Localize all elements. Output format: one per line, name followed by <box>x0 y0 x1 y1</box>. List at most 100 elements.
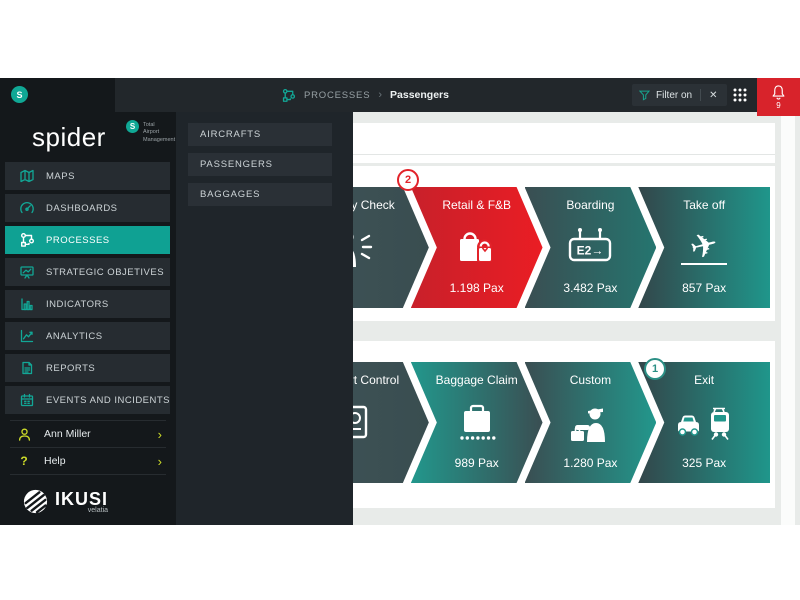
gate-sign-text: E2→ <box>577 243 604 257</box>
sidebar-item-label: DASHBOARDS <box>46 202 118 214</box>
process-step-label: Boarding <box>566 198 615 212</box>
sidebar-item-label: REPORTS <box>46 362 96 374</box>
document-icon <box>18 360 35 377</box>
toolbar-divider <box>188 154 775 155</box>
brand-subname: velatia <box>87 506 109 514</box>
filter-divider <box>700 89 702 101</box>
process-step-pax: 1.198 Pax <box>449 281 504 295</box>
sidebar-item-strategic-objectives[interactable]: STRATEGIC OBJETIVES <box>5 258 170 286</box>
sidebar-item-label: STRATEGIC OBJETIVES <box>46 266 165 278</box>
bar-chart-icon <box>18 296 35 313</box>
logo-tagline: Total Airport Management <box>143 122 175 144</box>
submenu-item-passengers[interactable]: PASSENGERS <box>188 153 332 176</box>
suitcase-icon <box>454 398 500 446</box>
process-step-pax: 1.280 Pax <box>563 456 618 470</box>
customs-officer-icon <box>567 398 613 446</box>
alert-count-badge[interactable]: 2 <box>397 169 419 191</box>
help-label: Help <box>44 455 66 467</box>
gauge-icon <box>18 200 35 217</box>
tagline-line: Airport <box>143 129 160 136</box>
brand-name: IKUSI <box>55 488 109 509</box>
processes-submenu-panel: AIRCRAFTS PASSENGERS BAGGAGES <box>176 112 353 525</box>
submenu-item-baggages[interactable]: BAGGAGES <box>188 183 332 206</box>
breadcrumb-section[interactable]: PROCESSES <box>304 89 371 101</box>
bell-icon <box>770 84 787 101</box>
process-flow-icon <box>281 88 296 103</box>
grid-dots-icon <box>733 88 747 102</box>
filter-on-button[interactable]: Filter on ✕ <box>632 84 727 106</box>
breadcrumb: PROCESSES › Passengers <box>281 78 449 112</box>
ikusi-globe-icon <box>22 488 49 515</box>
logo-wordmark: spider <box>32 122 106 152</box>
sidebar-item-reports[interactable]: REPORTS <box>5 354 170 382</box>
sidebar-item-indicators[interactable]: INDICATORS <box>5 290 170 318</box>
process-step-pax: 325 Pax <box>682 456 727 470</box>
question-mark-icon: ? <box>20 454 28 468</box>
sidebar-divider <box>10 447 166 448</box>
sidebar-item-maps[interactable]: MAPS <box>5 162 170 190</box>
process-step-boarding[interactable]: Boarding E2→ 3.482 Pax <box>525 187 657 308</box>
alert-count-badge[interactable]: 1 <box>644 358 666 380</box>
sidebar-item-events-and-incidents[interactable]: EVENTS AND INCIDENTS <box>5 386 170 414</box>
notifications-count-badge: 9 <box>776 101 781 110</box>
sidebar-item-label: EVENTS AND INCIDENTS <box>46 394 171 406</box>
breadcrumb-current-page: Passengers <box>390 89 449 101</box>
sidebar-divider <box>10 474 166 475</box>
funnel-icon <box>639 90 650 101</box>
notifications-button[interactable]: 9 <box>757 78 800 116</box>
presentation-chart-icon <box>18 264 35 281</box>
map-icon <box>18 168 35 185</box>
sidebar-item-label: PROCESSES <box>46 234 110 246</box>
process-step-pax: 989 Pax <box>454 456 499 470</box>
sidebar-item-label: INDICATORS <box>46 298 109 310</box>
breadcrumb-separator-icon: › <box>378 89 383 101</box>
process-step-baggage-claim[interactable]: Baggage Claim 989 Pax <box>411 362 543 483</box>
filter-close-icon[interactable]: ✕ <box>709 89 718 101</box>
sidebar-help-row[interactable]: ? Help › <box>0 448 176 474</box>
sidebar-divider <box>10 420 166 421</box>
submenu-item-aircrafts[interactable]: AIRCRAFTS <box>188 123 332 146</box>
car-tram-icon <box>675 398 733 446</box>
process-step-label: Baggage Claim <box>435 373 518 387</box>
ikusi-brand-logo: IKUSI velatia <box>22 488 176 515</box>
tagline-line: Total <box>143 122 155 128</box>
gate-sign-icon: E2→ <box>566 223 614 271</box>
apps-grid-button[interactable] <box>731 86 749 104</box>
person-icon <box>16 427 32 442</box>
process-step-take-off[interactable]: Take off ✈ 857 Pax <box>638 187 770 308</box>
sidebar-item-label: MAPS <box>46 170 75 182</box>
sidebar-item-label: ANALYTICS <box>46 330 103 342</box>
shopping-bags-icon <box>456 223 498 271</box>
chevron-right-icon: › <box>157 426 162 442</box>
sidebar-item-processes[interactable]: PROCESSES <box>5 226 170 254</box>
process-step-pax: 857 Pax <box>682 281 727 295</box>
sidebar-item-dashboards[interactable]: DASHBOARDS <box>5 194 170 222</box>
chevron-right-icon: › <box>157 453 162 469</box>
sidebar-user-row[interactable]: Ann Miller › <box>0 421 176 447</box>
process-step-label: Take off <box>683 198 726 212</box>
vertical-scrollbar[interactable] <box>781 112 795 525</box>
process-step-retail-fb[interactable]: Retail & F&B 1.198 Pax <box>411 187 543 308</box>
logo-s-badge-icon: S <box>126 120 139 133</box>
process-step-label: Custom <box>569 373 612 387</box>
line-chart-icon <box>18 328 35 345</box>
process-step-label: Retail & F&B <box>442 198 512 212</box>
airplane-glyph: ✈ <box>686 223 723 267</box>
user-name: Ann Miller <box>44 428 91 440</box>
runway-line <box>681 262 728 265</box>
process-flow-icon <box>18 232 35 249</box>
filter-label: Filter on <box>656 89 693 101</box>
top-bar: S PROCESSES › Passengers Filter on ✕ <box>0 78 800 116</box>
process-step-custom[interactable]: Custom 1.280 Pax <box>525 362 657 483</box>
process-step-exit[interactable]: Exit 32 <box>638 362 770 483</box>
process-step-label: Exit <box>694 373 715 387</box>
process-step-pax: 3.482 Pax <box>563 281 618 295</box>
calendar-icon <box>18 392 35 409</box>
sidebar: spider S Total Airport Management MAPS <box>0 112 176 525</box>
tagline-line: Management <box>143 136 176 143</box>
sidebar-item-analytics[interactable]: ANALYTICS <box>5 322 170 350</box>
spider-logo: spider S Total Airport Management <box>0 112 176 162</box>
app-logo-badge[interactable]: S <box>11 86 28 103</box>
airplane-icon: ✈ <box>681 223 728 271</box>
